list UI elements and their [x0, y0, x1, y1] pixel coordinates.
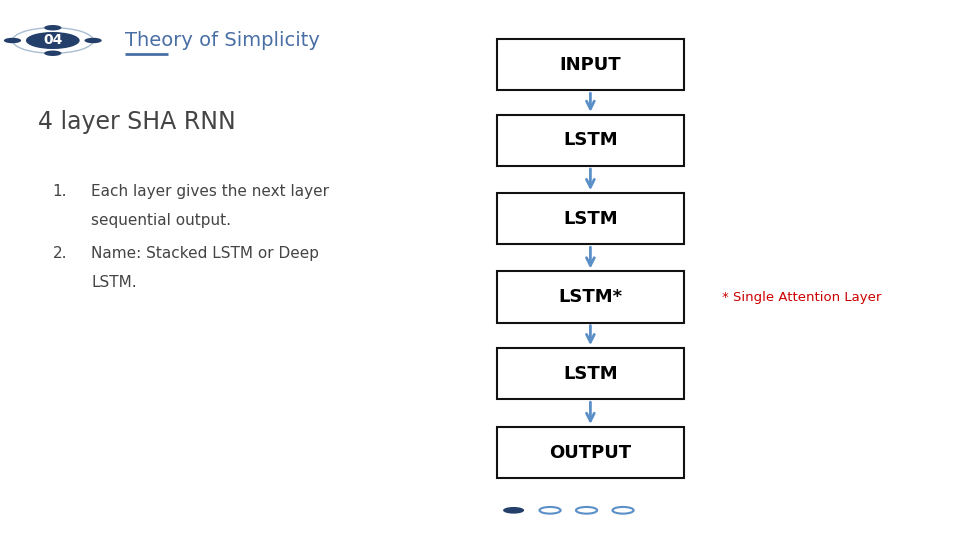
Text: LSTM*: LSTM*: [559, 288, 622, 306]
Text: 1.: 1.: [53, 184, 67, 199]
Ellipse shape: [503, 507, 524, 514]
Text: LSTM: LSTM: [564, 210, 617, 228]
Bar: [497, 348, 684, 399]
Text: LSTM: LSTM: [564, 364, 617, 383]
Bar: [497, 115, 684, 166]
Text: OUTPUT: OUTPUT: [549, 443, 632, 462]
Bar: [497, 427, 684, 478]
Text: Each layer gives the next layer: Each layer gives the next layer: [91, 184, 329, 199]
Bar: [497, 271, 684, 322]
Ellipse shape: [4, 38, 21, 43]
Text: * Single Attention Layer: * Single Attention Layer: [723, 291, 882, 303]
Text: Theory of Simplicity: Theory of Simplicity: [125, 31, 320, 50]
Text: INPUT: INPUT: [560, 56, 621, 74]
Bar: [497, 193, 684, 244]
Ellipse shape: [84, 38, 102, 43]
Ellipse shape: [44, 51, 61, 56]
Text: 4 layer SHA RNN: 4 layer SHA RNN: [38, 110, 236, 133]
Text: LSTM.: LSTM.: [91, 275, 137, 291]
Text: 04: 04: [43, 33, 62, 48]
Ellipse shape: [26, 32, 80, 49]
Text: Name: Stacked LSTM or Deep: Name: Stacked LSTM or Deep: [91, 246, 319, 261]
Bar: [497, 39, 684, 90]
Text: LSTM: LSTM: [564, 131, 617, 150]
Text: 2.: 2.: [53, 246, 67, 261]
Text: sequential output.: sequential output.: [91, 213, 231, 228]
Ellipse shape: [44, 25, 61, 30]
